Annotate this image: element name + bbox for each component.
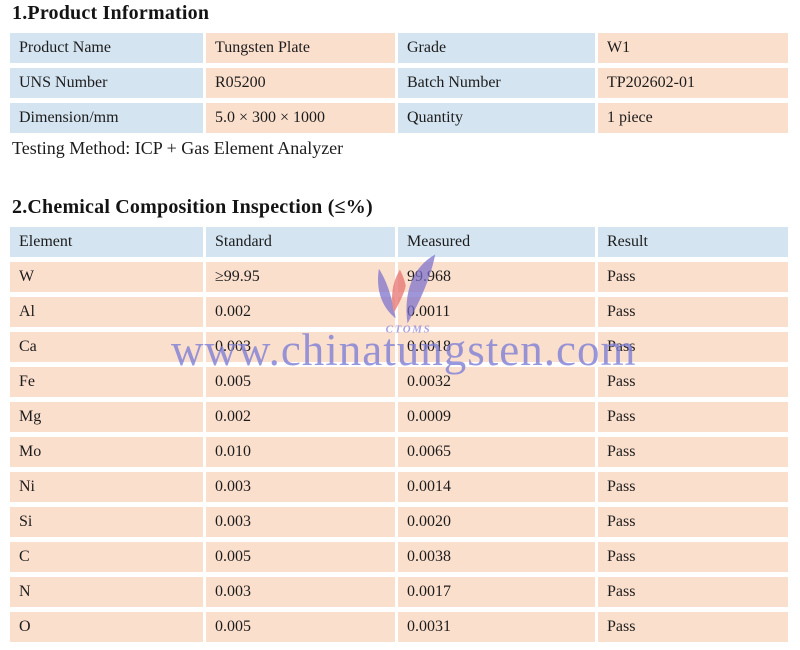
product-label: Dimension/mm bbox=[10, 103, 203, 133]
composition-cell: 0.002 bbox=[206, 297, 395, 327]
composition-cell: Ni bbox=[10, 472, 203, 502]
composition-cell: Pass bbox=[598, 437, 788, 467]
composition-cell: Ca bbox=[10, 332, 203, 362]
composition-cell: 0.0011 bbox=[398, 297, 595, 327]
product-value: R05200 bbox=[206, 68, 395, 98]
composition-cell: Pass bbox=[598, 297, 788, 327]
composition-cell: Mo bbox=[10, 437, 203, 467]
composition-cell: Pass bbox=[598, 402, 788, 432]
composition-cell: Fe bbox=[10, 367, 203, 397]
composition-cell: 0.010 bbox=[206, 437, 395, 467]
composition-cell: Si bbox=[10, 507, 203, 537]
composition-cell: 0.005 bbox=[206, 367, 395, 397]
product-value: TP202602-01 bbox=[598, 68, 788, 98]
product-info-table: Product Name Tungsten Plate Grade W1 UNS… bbox=[10, 33, 788, 133]
composition-cell: 99.968 bbox=[398, 262, 595, 292]
composition-cell: 0.003 bbox=[206, 577, 395, 607]
product-value: W1 bbox=[598, 33, 788, 63]
composition-cell: 0.002 bbox=[206, 402, 395, 432]
composition-cell: 0.0017 bbox=[398, 577, 595, 607]
composition-cell: 0.0031 bbox=[398, 612, 595, 642]
composition-cell: 0.0065 bbox=[398, 437, 595, 467]
composition-cell: 0.0038 bbox=[398, 542, 595, 572]
composition-cell: Pass bbox=[598, 472, 788, 502]
product-value: 1 piece bbox=[598, 103, 788, 133]
composition-cell: 0.0014 bbox=[398, 472, 595, 502]
product-value: 5.0 × 300 × 1000 bbox=[206, 103, 395, 133]
composition-cell: Mg bbox=[10, 402, 203, 432]
product-value: Tungsten Plate bbox=[206, 33, 395, 63]
composition-cell: 0.0020 bbox=[398, 507, 595, 537]
composition-cell: 0.005 bbox=[206, 542, 395, 572]
composition-cell: Pass bbox=[598, 542, 788, 572]
composition-cell: C bbox=[10, 542, 203, 572]
product-label: Grade bbox=[398, 33, 595, 63]
composition-cell: N bbox=[10, 577, 203, 607]
composition-header-cell: Standard bbox=[206, 227, 395, 257]
testing-method-line: Testing Method: ICP + Gas Element Analyz… bbox=[12, 138, 344, 158]
composition-cell: 0.0009 bbox=[398, 402, 595, 432]
section1-title: 1.Product Information bbox=[12, 2, 210, 24]
composition-cell: Pass bbox=[598, 262, 788, 292]
section2-title: 2.Chemical Composition Inspection (≤%) bbox=[12, 196, 373, 218]
product-label: Product Name bbox=[10, 33, 203, 63]
composition-cell: ≥99.95 bbox=[206, 262, 395, 292]
composition-cell: 0.003 bbox=[206, 332, 395, 362]
composition-cell: Pass bbox=[598, 507, 788, 537]
composition-cell: 0.003 bbox=[206, 507, 395, 537]
composition-cell: 0.0018 bbox=[398, 332, 595, 362]
composition-cell: 0.003 bbox=[206, 472, 395, 502]
product-label: Batch Number bbox=[398, 68, 595, 98]
composition-cell: O bbox=[10, 612, 203, 642]
composition-cell: Al bbox=[10, 297, 203, 327]
product-label: Quantity bbox=[398, 103, 595, 133]
composition-cell: Pass bbox=[598, 612, 788, 642]
composition-cell: Pass bbox=[598, 367, 788, 397]
composition-cell: 0.0032 bbox=[398, 367, 595, 397]
composition-cell: W bbox=[10, 262, 203, 292]
composition-header-cell: Measured bbox=[398, 227, 595, 257]
composition-cell: Pass bbox=[598, 577, 788, 607]
composition-table: Element Standard Measured Result W ≥99.9… bbox=[10, 227, 788, 642]
product-label: UNS Number bbox=[10, 68, 203, 98]
composition-header-cell: Element bbox=[10, 227, 203, 257]
composition-header-cell: Result bbox=[598, 227, 788, 257]
composition-cell: 0.005 bbox=[206, 612, 395, 642]
composition-cell: Pass bbox=[598, 332, 788, 362]
